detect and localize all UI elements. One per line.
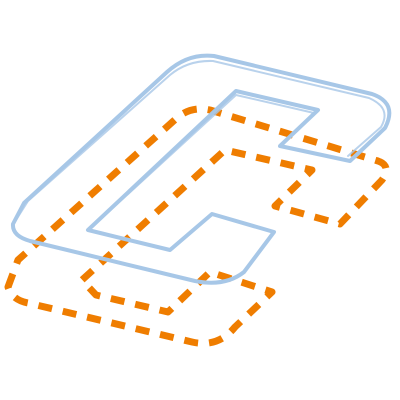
top-c-inner-sketch-stroke — [90, 94, 315, 229]
top-c-sketch-stroke — [15, 59, 386, 221]
top-c-outline — [10, 53, 392, 285]
